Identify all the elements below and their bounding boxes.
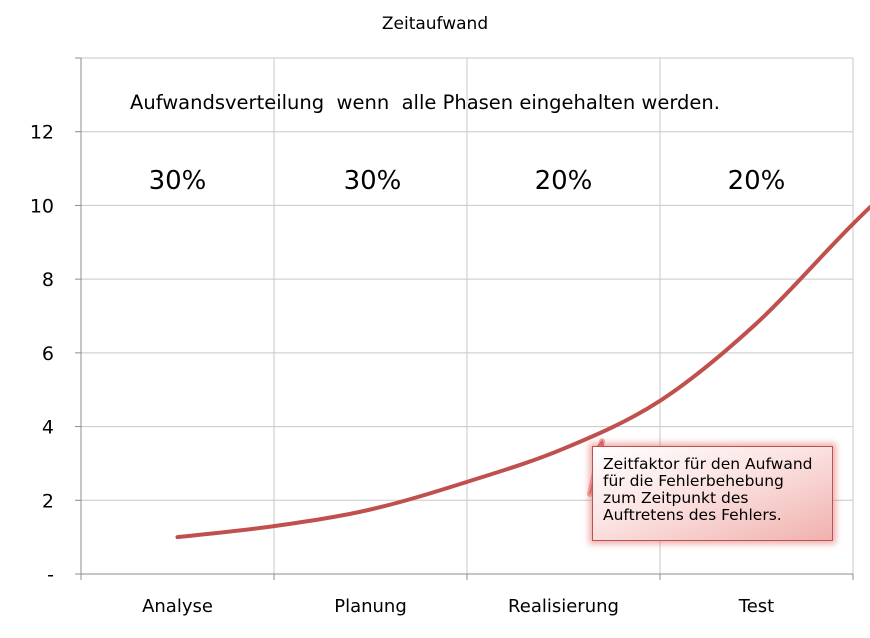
y-tick-labels: - 2 4 6 8 10 12 [30, 122, 54, 586]
annotation-callout: Zeitfaktor für den Aufwand für die Fehle… [592, 446, 833, 541]
x-tick-label: Analyse [142, 596, 213, 617]
annotation-line-2: für die Fehlerbehebung [603, 472, 784, 490]
phase-percentage: 30% [344, 166, 402, 196]
x-tick-label: Planung [334, 596, 407, 617]
chart-title: Zeitaufwand [382, 14, 488, 34]
annotation-line-4: Auftretens des Fehlers. [603, 506, 782, 524]
y-tick-label: 10 [30, 195, 54, 217]
y-tick-label: 2 [42, 490, 54, 512]
x-tick-label: Realisierung [508, 596, 619, 617]
series-line [175, 204, 870, 540]
phase-percentages: 30% 30% 20% 20% [149, 166, 786, 196]
phase-percentage: 30% [149, 166, 207, 196]
series-group [175, 204, 870, 540]
axes [75, 57, 854, 580]
y-tick-label: 4 [42, 417, 54, 439]
y-tick-label: 12 [30, 122, 54, 144]
y-tick-label: 6 [42, 343, 54, 365]
phase-percentage: 20% [728, 166, 786, 196]
annotation-line-1: Zeitfaktor für den Aufwand [603, 455, 813, 473]
phase-percentage: 20% [535, 166, 593, 196]
x-tick-labels: Analyse Planung Realisierung Test [142, 596, 774, 617]
y-tick-label: - [47, 564, 54, 586]
chart-subtitle: Aufwandsverteilung wenn alle Phasen eing… [130, 91, 720, 114]
annotation-line-3: zum Zeitpunkt des [603, 489, 749, 507]
x-tick-label: Test [738, 596, 774, 617]
y-tick-label: 8 [42, 269, 54, 291]
